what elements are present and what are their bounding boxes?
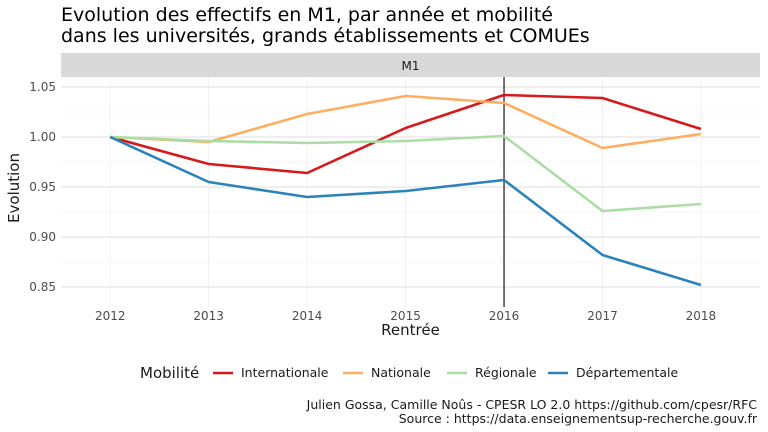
x-tick-label: 2017 [587, 309, 618, 323]
legend-label: Nationale [371, 365, 431, 380]
caption-line-1: Julien Gossa, Camille Noûs - CPESR LO 2.… [306, 397, 758, 412]
legend: Internationale Nationale Régionale Départem… [213, 365, 678, 380]
legend-item: Internationale [213, 365, 329, 380]
y-axis-title: Evolution [5, 153, 23, 223]
x-tick-label: 2016 [489, 309, 520, 323]
series-lines [109, 93, 702, 287]
x-tick-labels: 2012 2013 2014 2015 2016 2017 2018 [95, 309, 716, 323]
x-tick-label: 2012 [95, 309, 126, 323]
y-tick-label: 1.05 [29, 80, 56, 94]
legend-title: Mobilité [140, 364, 199, 382]
x-tick-label: 2018 [686, 309, 717, 323]
x-tick-label: 2015 [390, 309, 421, 323]
series-line-départementale [109, 135, 702, 287]
legend-item: Départementale [548, 365, 678, 380]
facet-strip [61, 53, 760, 77]
legend-label: Départementale [576, 365, 678, 380]
legend-label: Internationale [241, 365, 329, 380]
y-tick-label: 0.90 [29, 230, 56, 244]
x-tick-label: 2013 [193, 309, 224, 323]
y-tick-label: 1.00 [29, 130, 56, 144]
grid-lines [61, 77, 760, 307]
y-tick-label: 0.85 [29, 280, 56, 294]
facet-strip-label: M1 [402, 59, 420, 73]
y-tick-labels: 0.85 0.90 0.95 1.00 1.05 [29, 80, 56, 294]
series-line-régionale [110, 134, 701, 213]
y-tick-label: 0.95 [29, 180, 56, 194]
chart-title-line-2: dans les universités, grands établisseme… [61, 25, 590, 47]
x-axis-title: Rentrée [381, 321, 440, 339]
caption-line-2: Source : https://data.enseignementsup-re… [399, 411, 758, 426]
series-line-internationale [109, 93, 702, 175]
legend-label: Régionale [475, 365, 537, 380]
legend-item: Nationale [343, 365, 431, 380]
x-tick-label: 2014 [292, 309, 323, 323]
chart-title-line-1: Evolution des effectifs en M1, par année… [61, 4, 553, 26]
legend-item: Régionale [447, 365, 537, 380]
